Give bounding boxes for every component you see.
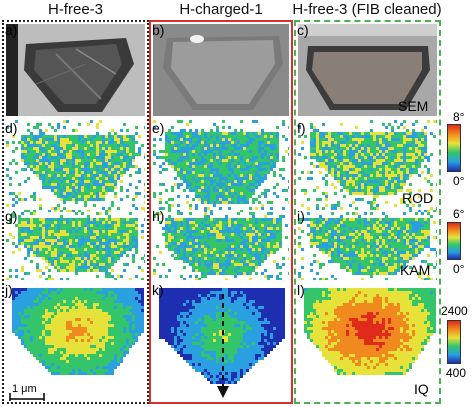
iq-map-h-free [6,282,145,386]
panel-label-c: c) [297,22,309,38]
kam-map-h-free [6,212,145,280]
sem-image-h-charged [153,24,289,116]
panel-label-j: j) [5,282,13,298]
scale-bar [9,393,45,401]
column-frame-fib-cleaned [294,20,441,404]
panel-label-b: b) [152,22,165,38]
panel-label-i: i) [297,208,305,224]
panel-label-e: e) [152,120,165,136]
iq-colorbar-min: 400 [446,366,467,380]
rod-map-h-charged [153,120,289,212]
rod-map-h-free [6,120,145,212]
iq-map-fib-cleaned [298,282,437,386]
kam-colorbar [447,222,461,260]
kam-colorbar-max: 6° [453,207,465,221]
sem-image-h-free [6,24,145,116]
row-label-iq: IQ [414,381,429,397]
sem-image-fib-cleaned [298,24,437,116]
rod-colorbar [447,124,461,172]
panel-label-l: l) [297,282,305,298]
panel-label-g: g) [5,208,18,224]
kam-colorbar-min: 0° [453,262,465,276]
iq-colorbar-max: 2400 [441,304,468,318]
scale-bar-label: 1 μm [12,383,37,395]
panel-label-a: a) [5,22,18,38]
rod-colorbar-min: 0° [453,174,465,188]
row-label-rod: ROD [402,190,434,206]
panel-label-d: d) [5,120,18,136]
kam-map-fib-cleaned [298,212,437,280]
rod-colorbar-max: 8° [453,110,465,124]
column-title-h-charged: H-charged-1 [179,1,263,18]
kam-map-h-charged [153,212,289,280]
row-label-sem: SEM [398,98,429,114]
rod-map-fib-cleaned [298,120,437,212]
panel-label-k: k) [152,282,164,298]
column-frame-h-free [2,20,149,404]
iq-map-h-charged [153,282,289,400]
panel-label-f: f) [297,120,306,136]
column-frame-h-charged [149,20,293,404]
column-title-fib-cleaned: H-free-3 (FIB cleaned) [292,1,442,18]
column-title-h-free: H-free-3 [47,1,103,18]
depth-arrow-head [217,386,229,398]
iq-colorbar [447,320,461,364]
row-label-kam: KAM [400,262,431,278]
panel-label-h: h) [152,208,165,224]
